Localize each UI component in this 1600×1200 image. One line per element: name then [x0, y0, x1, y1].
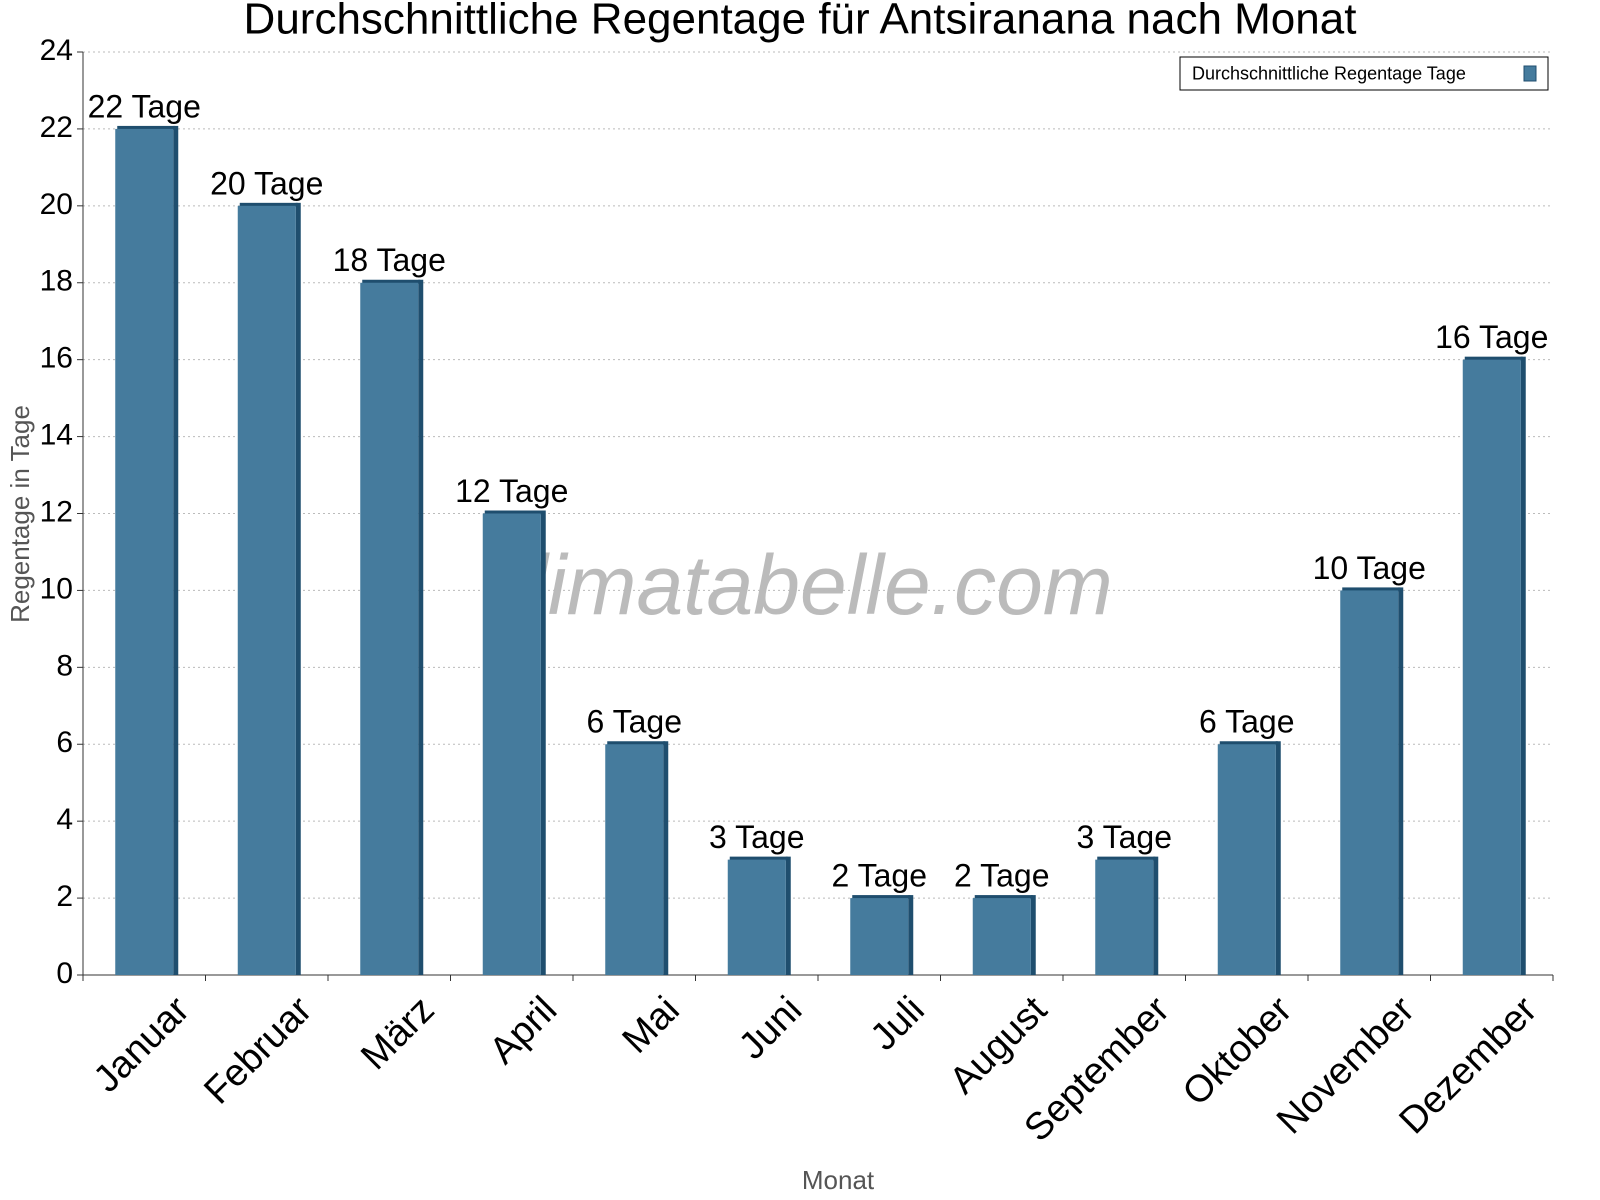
x-axis-label: Monat	[802, 1165, 875, 1195]
x-tick-label: April	[482, 989, 565, 1072]
bar-top	[1342, 587, 1401, 592]
legend-box	[1179, 56, 1549, 91]
value-label: 6 Tage	[1199, 704, 1295, 740]
bar	[972, 898, 1031, 975]
y-tick-label: 16	[40, 342, 73, 375]
bar-side	[418, 279, 424, 975]
bar-side	[663, 741, 669, 975]
bar	[850, 898, 909, 975]
chart-title: Durchschnittliche Regentage für Antsiran…	[244, 0, 1357, 44]
x-tick-label: Januar	[86, 989, 198, 1101]
value-label: 2 Tage	[832, 858, 928, 894]
bar-top	[484, 510, 543, 515]
y-axis-label: Regentage in Tage	[5, 405, 35, 623]
bar	[727, 859, 786, 975]
bar-top	[362, 279, 421, 284]
bar	[237, 205, 296, 976]
bar-side	[908, 895, 914, 975]
bar	[360, 282, 419, 975]
bar-side	[1030, 895, 1036, 975]
y-tick-label: 12	[40, 495, 73, 528]
bar	[605, 744, 664, 975]
bar-top	[1097, 856, 1156, 861]
y-tick-label: 2	[56, 880, 73, 913]
bar-top	[607, 741, 666, 746]
bar	[1095, 859, 1154, 975]
value-label: 20 Tage	[210, 165, 323, 201]
bar-side	[1275, 741, 1281, 975]
value-label: 22 Tage	[88, 88, 201, 124]
bar	[482, 513, 541, 975]
value-label: 3 Tage	[709, 819, 805, 855]
bar-top	[729, 856, 788, 861]
x-tick-label: März	[353, 989, 442, 1078]
bar-top	[239, 202, 298, 207]
y-tick-label: 6	[56, 726, 73, 759]
bar-side	[540, 510, 546, 975]
value-label: 18 Tage	[333, 242, 446, 278]
y-tick-label: 20	[40, 188, 73, 221]
value-label: 12 Tage	[455, 473, 568, 509]
value-label: 2 Tage	[954, 858, 1050, 894]
bar-top	[852, 895, 911, 900]
y-tick-label: 8	[56, 649, 73, 682]
bar	[115, 128, 174, 975]
bar-top	[1464, 356, 1523, 361]
y-tick-label: 4	[56, 803, 73, 836]
legend-swatch	[1523, 65, 1537, 82]
bar-side	[785, 856, 791, 975]
bar-side	[295, 202, 301, 976]
value-label: 10 Tage	[1313, 550, 1426, 586]
y-tick-label: 14	[40, 419, 73, 452]
bar	[1462, 359, 1521, 976]
bar	[1217, 744, 1276, 975]
watermark: klimatabelle.com	[487, 538, 1113, 632]
y-tick-label: 10	[40, 572, 73, 605]
value-label: 16 Tage	[1435, 319, 1548, 355]
bar	[1340, 590, 1399, 975]
x-tick-label: Juli	[863, 989, 933, 1059]
bar-side	[1153, 856, 1159, 975]
bar-side	[173, 125, 179, 975]
bar-side	[1398, 587, 1404, 975]
y-tick-label: 18	[40, 265, 73, 298]
bar-top	[1219, 741, 1278, 746]
y-tick-label: 0	[56, 957, 73, 990]
legend-label: Durchschnittliche Regentage Tage	[1192, 63, 1466, 83]
x-tick-label: Februar	[196, 989, 320, 1113]
y-tick-label: 24	[40, 34, 73, 67]
x-tick-label: August	[942, 988, 1056, 1102]
value-label: 6 Tage	[587, 704, 683, 740]
y-tick-label: 22	[40, 111, 73, 144]
x-tick-label: Mai	[615, 989, 688, 1062]
value-label: 3 Tage	[1077, 819, 1173, 855]
x-tick-label: Juni	[731, 989, 810, 1068]
bar-top	[974, 895, 1033, 900]
x-tick-label: Oktober	[1175, 989, 1301, 1115]
bar-top	[117, 125, 176, 130]
bar-side	[1520, 356, 1526, 976]
